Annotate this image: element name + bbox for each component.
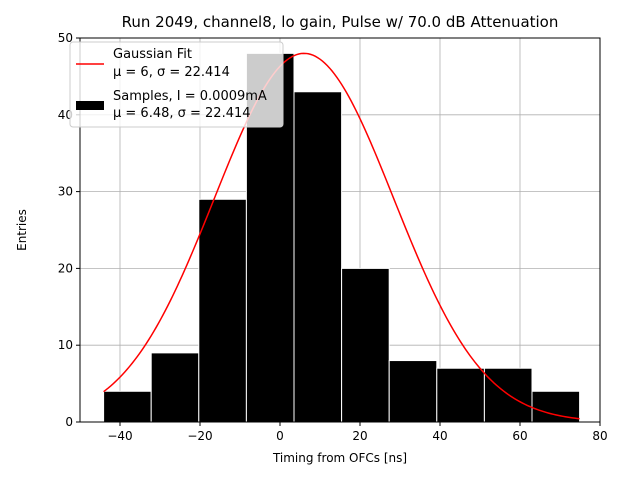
y-tick-label: 0 xyxy=(65,415,73,429)
histogram-bar xyxy=(150,352,200,423)
histogram-bar xyxy=(341,267,390,423)
x-tick-label: 80 xyxy=(592,429,607,443)
histogram-bar xyxy=(388,360,438,423)
histogram-bar xyxy=(103,390,152,423)
y-tick-label: 40 xyxy=(58,108,73,122)
histogram-bar xyxy=(436,367,485,423)
legend-fit-label: Gaussian Fit xyxy=(113,47,192,62)
x-tick-label: 0 xyxy=(276,429,284,443)
y-tick-label: 20 xyxy=(58,261,73,275)
chart-title: Run 2049, channel8, lo gain, Pulse w/ 70… xyxy=(122,13,559,31)
x-tick-label: 40 xyxy=(432,429,447,443)
legend-samples-label: Samples, I = 0.0009mA xyxy=(113,89,267,104)
plot-frame xyxy=(79,37,601,423)
x-axis-label: Timing from OFCs [ns] xyxy=(272,451,407,465)
x-tick-label: 20 xyxy=(352,429,367,443)
y-axis-ticks: 0 10 20 30 40 50 xyxy=(58,31,80,429)
gaussian-fit-line xyxy=(103,52,580,420)
y-tick-label: 10 xyxy=(58,338,73,352)
legend-samples-swatch xyxy=(76,101,104,110)
x-tick-label: −40 xyxy=(107,429,132,443)
y-tick-label: 50 xyxy=(58,31,73,45)
x-tick-label: 60 xyxy=(512,429,527,443)
x-tick-label: −20 xyxy=(187,429,212,443)
y-axis-label: Entries xyxy=(15,209,29,251)
x-axis-ticks: −40 −20 0 20 40 60 80 xyxy=(107,422,608,443)
histogram-bar xyxy=(293,91,343,423)
legend: Gaussian Fit μ = 6, σ = 22.414 Samples, … xyxy=(69,41,284,128)
legend-fit-stats: μ = 6, σ = 22.414 xyxy=(113,65,230,80)
legend-box xyxy=(69,41,284,128)
legend-samples-stats: μ = 6.48, σ = 22.414 xyxy=(113,106,251,121)
histogram-bar xyxy=(198,198,247,423)
y-tick-label: 30 xyxy=(58,185,73,199)
